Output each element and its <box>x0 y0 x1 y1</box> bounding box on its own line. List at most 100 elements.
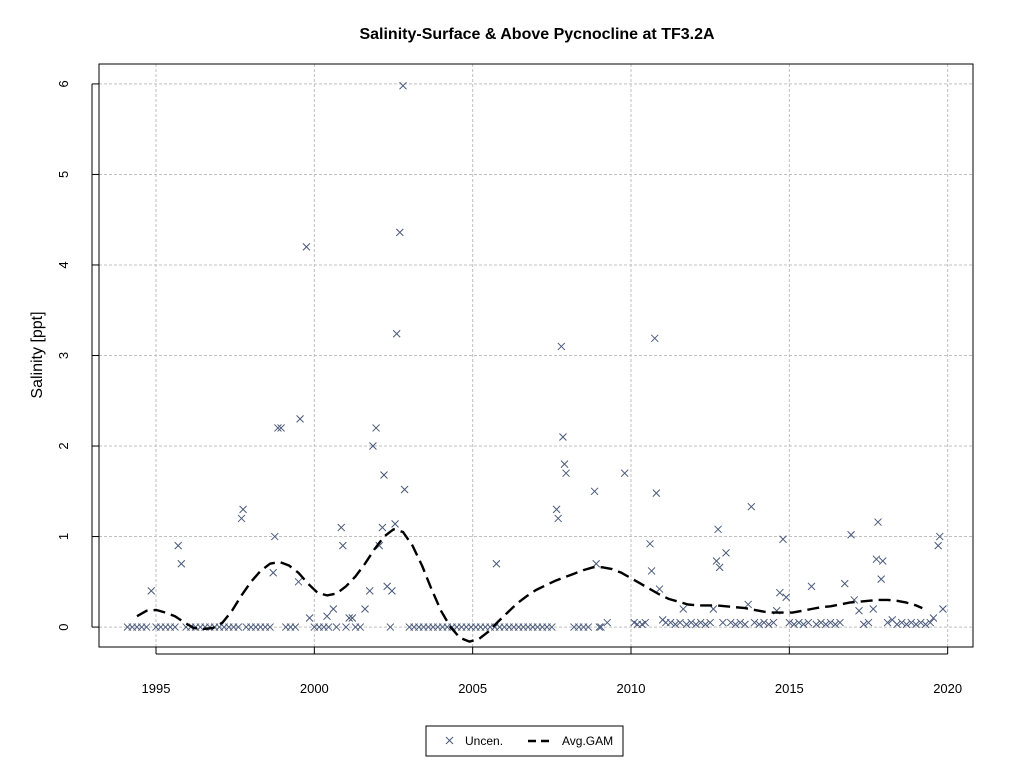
data-point <box>741 620 749 629</box>
data-point <box>324 623 333 631</box>
data-point <box>142 623 151 631</box>
data-point <box>652 489 661 497</box>
data-point <box>715 563 724 572</box>
data-point <box>296 415 304 423</box>
y-tick-label: 1 <box>56 533 71 540</box>
data-point <box>348 614 357 622</box>
data-point <box>821 620 830 629</box>
data-point <box>679 605 688 613</box>
data-point <box>560 460 569 468</box>
data-point <box>696 618 705 627</box>
data-point <box>747 502 756 511</box>
data-point <box>361 605 369 613</box>
data-point <box>277 424 285 432</box>
grid <box>99 64 973 647</box>
x-tick-label: 2005 <box>458 681 487 696</box>
data-point <box>395 228 404 237</box>
data-point <box>392 329 401 338</box>
data-point <box>790 620 798 629</box>
data-point <box>755 620 764 629</box>
data-point <box>731 620 740 629</box>
y-tick-label: 6 <box>56 80 71 87</box>
data-point <box>386 623 395 631</box>
data-point <box>647 567 656 575</box>
data-point <box>237 514 246 523</box>
gam-layer <box>136 528 923 643</box>
data-point <box>584 623 593 631</box>
data-point <box>831 620 840 629</box>
data-point <box>552 505 561 514</box>
data-point <box>641 618 650 627</box>
data-point <box>799 620 808 629</box>
data-point <box>883 618 892 627</box>
legend-gam-label: Avg.GAM <box>562 734 613 748</box>
data-point <box>597 623 605 631</box>
data-point <box>342 623 350 631</box>
data-point <box>726 618 735 627</box>
data-point <box>921 620 930 629</box>
legend-uncen-label: Uncen. <box>465 734 503 748</box>
data-point <box>785 618 794 627</box>
data-point <box>650 334 659 343</box>
data-point <box>874 518 882 526</box>
data-point <box>562 469 570 478</box>
data-point <box>337 523 346 532</box>
data-point <box>147 587 156 595</box>
data-point <box>769 618 778 627</box>
data-point <box>380 471 388 479</box>
data-point <box>687 618 696 627</box>
data-point <box>269 568 278 577</box>
x-tick-label: 1995 <box>142 681 171 696</box>
data-point <box>234 623 243 631</box>
data-point <box>902 620 911 629</box>
data-point <box>323 612 331 621</box>
data-point <box>775 588 784 597</box>
x-tick-label: 2020 <box>933 681 962 696</box>
data-point <box>760 618 768 627</box>
data-point <box>847 530 855 539</box>
data-point <box>744 600 753 609</box>
data-point <box>897 618 906 627</box>
data-point <box>929 614 938 622</box>
data-point <box>718 618 727 627</box>
data-point <box>595 623 604 631</box>
data-point <box>907 618 916 627</box>
data-point <box>864 618 873 627</box>
data-point <box>603 618 612 627</box>
data-point <box>935 532 944 541</box>
y-axis: 0 1 2 3 4 5 6 <box>56 80 99 631</box>
data-point <box>378 523 387 532</box>
y-tick-label: 0 <box>56 623 71 630</box>
data-point <box>912 620 920 629</box>
data-point <box>939 605 947 613</box>
data-point <box>817 618 825 627</box>
data-point <box>804 618 813 627</box>
data-point <box>926 618 935 627</box>
y-tick-label: 3 <box>56 352 71 359</box>
data-point <box>794 618 803 627</box>
data-point <box>893 620 901 629</box>
data-point <box>400 485 409 494</box>
data-point <box>855 606 863 615</box>
data-point <box>590 487 599 496</box>
data-point <box>177 559 186 568</box>
data-point <box>345 614 354 622</box>
legend-uncen-marker <box>445 736 454 745</box>
data-point <box>701 620 710 629</box>
data-point <box>676 618 684 627</box>
data-point <box>338 541 347 550</box>
data-point <box>878 557 887 565</box>
data-point <box>706 618 715 627</box>
data-point <box>779 535 787 544</box>
data-point <box>872 555 881 564</box>
data-point <box>399 81 407 90</box>
data-point <box>239 505 247 514</box>
data-point <box>388 587 396 595</box>
data-point <box>332 623 341 631</box>
data-point <box>709 605 718 613</box>
data-point <box>492 559 501 568</box>
data-point <box>877 575 886 583</box>
x-tick-label: 2010 <box>617 681 646 696</box>
data-point <box>671 620 680 629</box>
